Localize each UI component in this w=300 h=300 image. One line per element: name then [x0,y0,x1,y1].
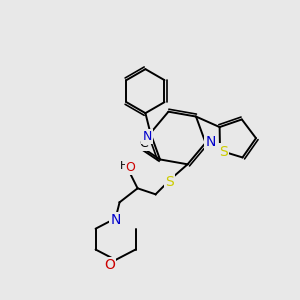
Text: O: O [126,161,136,174]
Text: S: S [165,175,174,189]
Text: S: S [219,145,227,159]
Text: N: N [110,213,121,227]
Text: N: N [142,130,152,143]
Text: C: C [140,137,148,150]
Text: N: N [206,135,216,149]
Text: H: H [119,161,128,171]
Text: O: O [104,258,115,272]
